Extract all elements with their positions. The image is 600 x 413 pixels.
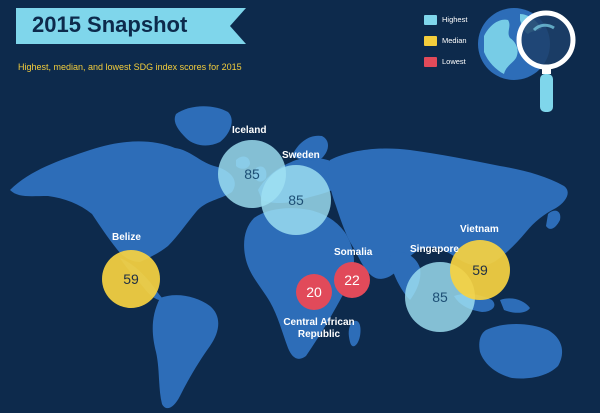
legend-swatch-lowest [424, 57, 437, 67]
label-car-line1: Central African [283, 317, 355, 328]
legend-label-lowest: Lowest [442, 57, 466, 66]
legend-label-highest: Highest [442, 15, 468, 24]
label-central-african-republic: Central African Republic [272, 317, 366, 341]
label-singapore: Singapore [410, 244, 459, 255]
legend-swatch-highest [424, 15, 437, 25]
magnifier-globe-icon [478, 8, 576, 112]
legend-swatch-median [424, 36, 437, 46]
legend-label-median: Median [442, 36, 467, 45]
bubble-somalia: 22 [334, 262, 370, 298]
label-iceland: Iceland [232, 125, 267, 136]
label-somalia: Somalia [334, 247, 373, 258]
label-vietnam: Vietnam [460, 224, 499, 235]
title-banner: 2015 Snapshot [16, 8, 246, 44]
label-car-line2: Republic [297, 329, 341, 340]
bubble-central-african-republic: 20 [296, 274, 332, 310]
bubble-sweden: 85 [261, 165, 331, 235]
bubble-belize: 59 [102, 250, 160, 308]
label-belize: Belize [112, 232, 141, 243]
label-sweden: Sweden [282, 150, 320, 161]
bubble-vietnam: 59 [450, 240, 510, 300]
page-subtitle: Highest, median, and lowest SDG index sc… [18, 62, 242, 72]
page-title: 2015 Snapshot [32, 12, 188, 37]
